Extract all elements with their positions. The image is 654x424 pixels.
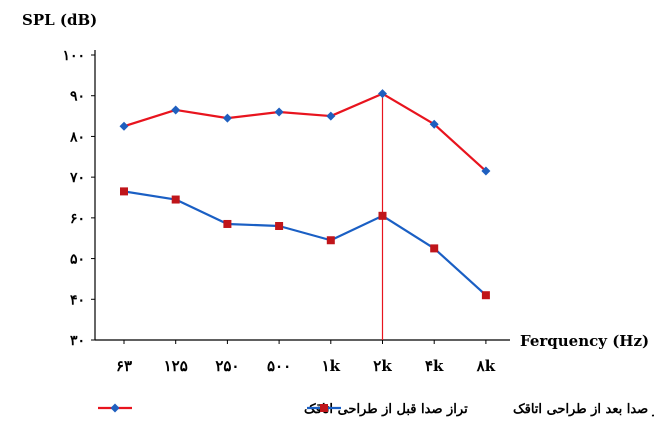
data-point-1 [171, 105, 181, 115]
legend-swatch-marker [110, 403, 120, 413]
data-point-1 [481, 166, 491, 176]
x-tick-label: ۶۳ [116, 357, 132, 375]
x-tick-label: ۵۰۰ [267, 357, 291, 375]
x-tick-label: ۴k [425, 357, 444, 375]
y-tick-label: ۳۰ [70, 333, 85, 349]
data-point-2 [171, 195, 180, 204]
y-tick-label: ۱۰۰ [62, 48, 85, 64]
y-tick-label: ۴۰ [70, 292, 85, 308]
x-tick-label: ۲۵۰ [215, 357, 239, 375]
data-point-1 [274, 107, 284, 117]
x-tick-label: ۱k [322, 357, 341, 375]
data-point-2 [326, 236, 335, 245]
data-point-1 [119, 121, 129, 131]
x-axis-title: Ferquency (Hz) [520, 332, 649, 350]
data-point-2 [481, 291, 490, 300]
legend-label: تراز صدا بعد از طراحی اتاقک [513, 402, 654, 417]
data-point-1 [222, 113, 232, 123]
x-tick-label: ۸k [476, 357, 496, 375]
legend-label: تراز صدا قبل از طراحی اتاقک [304, 402, 468, 417]
data-point-1 [326, 111, 336, 121]
data-point-1 [429, 119, 439, 129]
series-line-1 [123, 92, 487, 172]
series-line-2 [123, 190, 487, 297]
y-axis-title: SPL (dB) [22, 11, 97, 29]
data-point-2 [275, 222, 284, 230]
y-tick-label: ۷۰ [69, 170, 85, 186]
x-tick-label: ۲k [373, 357, 392, 375]
data-point-1 [378, 89, 387, 99]
data-point-2 [430, 244, 439, 253]
y-tick-label: ۵۰ [70, 252, 85, 268]
y-tick-label: ۶۰ [70, 211, 85, 227]
data-point-2 [378, 211, 387, 220]
x-tick-label: ۱۲۵ [164, 357, 188, 375]
y-tick-label: ۹۰ [70, 89, 85, 105]
y-tick-label: ۸۰ [69, 129, 85, 145]
legend-swatch-marker [320, 404, 328, 412]
data-point-2 [223, 219, 232, 228]
data-point-2 [120, 187, 128, 196]
